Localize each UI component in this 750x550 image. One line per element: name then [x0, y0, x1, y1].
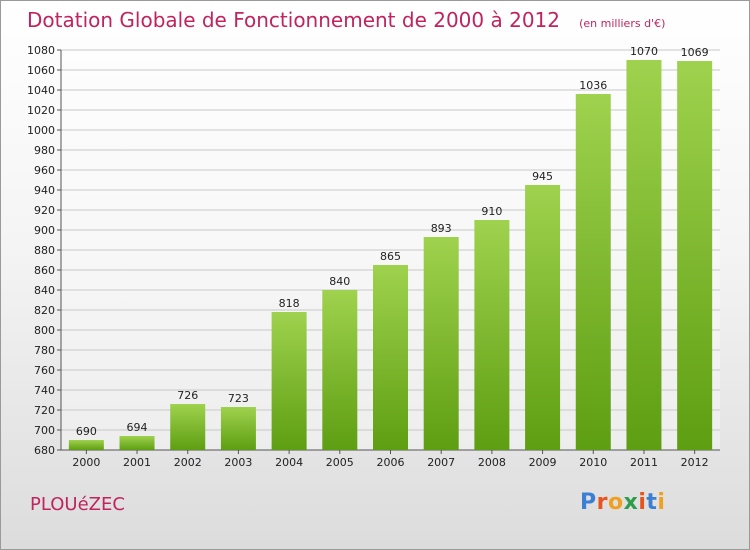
- x-tick-label: 2011: [630, 456, 658, 469]
- bar: [373, 265, 408, 450]
- logo-letter: o: [607, 490, 624, 515]
- bar: [220, 407, 256, 450]
- bar-value-label: 945: [532, 170, 553, 183]
- bar: [68, 440, 104, 450]
- bar: [322, 290, 358, 450]
- bar-value-label: 690: [76, 425, 97, 438]
- proxiti-logo: Proxiti: [580, 490, 665, 515]
- bar-value-label: 723: [228, 392, 249, 405]
- y-tick-label: 840: [34, 284, 55, 297]
- x-tick-label: 2005: [326, 456, 354, 469]
- y-tick-label: 700: [34, 424, 55, 437]
- y-tick-label: 960: [34, 164, 55, 177]
- logo-letter: P: [580, 490, 597, 515]
- bar: [575, 94, 611, 450]
- y-tick-label: 820: [34, 304, 55, 317]
- y-tick-label: 1020: [27, 104, 55, 117]
- bar-value-label: 910: [481, 205, 502, 218]
- y-tick-label: 920: [34, 204, 55, 217]
- x-tick-label: 2000: [72, 456, 100, 469]
- commune-name: PLOUéZEC: [30, 494, 125, 515]
- x-tick-label: 2009: [529, 456, 557, 469]
- logo-letter: i: [638, 490, 647, 515]
- x-tick-label: 2008: [478, 456, 506, 469]
- x-tick-label: 2012: [681, 456, 709, 469]
- bar: [423, 237, 459, 450]
- bar-value-label: 865: [380, 250, 401, 263]
- y-tick-label: 780: [34, 344, 55, 357]
- bar-value-label: 1036: [579, 79, 607, 92]
- y-tick-label: 1000: [27, 124, 55, 137]
- logo-letter: r: [596, 490, 608, 515]
- unit-label: (en milliers d'€): [579, 17, 666, 30]
- y-tick-label: 980: [34, 144, 55, 157]
- bar-value-label: 1070: [630, 45, 658, 58]
- y-tick-label: 720: [34, 404, 55, 417]
- bar: [677, 61, 713, 450]
- y-tick-label: 940: [34, 184, 55, 197]
- bar-value-label: 1069: [681, 46, 709, 59]
- y-tick-label: 680: [34, 444, 55, 457]
- x-tick-label: 2003: [224, 456, 252, 469]
- y-tick-label: 860: [34, 264, 55, 277]
- y-tick-label: 880: [34, 244, 55, 257]
- bar: [626, 60, 662, 450]
- bar: [170, 404, 206, 450]
- x-tick-label: 2007: [427, 456, 455, 469]
- x-tick-label: 2002: [174, 456, 202, 469]
- x-tick-label: 2001: [123, 456, 151, 469]
- y-tick-label: 760: [34, 364, 55, 377]
- y-tick-label: 740: [34, 384, 55, 397]
- bar-value-label: 694: [127, 421, 148, 434]
- bar-value-label: 893: [431, 222, 452, 235]
- y-tick-label: 1060: [27, 64, 55, 77]
- y-tick-label: 1040: [27, 84, 55, 97]
- y-tick-label: 800: [34, 324, 55, 337]
- x-tick-label: 2004: [275, 456, 303, 469]
- bar-value-label: 726: [177, 389, 198, 402]
- logo-letter: t: [646, 490, 658, 515]
- y-tick-label: 900: [34, 224, 55, 237]
- x-tick-label: 2010: [579, 456, 607, 469]
- bar-value-label: 840: [329, 275, 350, 288]
- bar: [525, 185, 561, 450]
- bar: [474, 220, 510, 450]
- bar: [271, 312, 307, 450]
- bar: [119, 436, 155, 450]
- logo-letter: i: [657, 490, 666, 515]
- logo-letter: x: [623, 490, 639, 515]
- x-tick-label: 2006: [377, 456, 405, 469]
- bar-value-label: 818: [279, 297, 300, 310]
- y-tick-label: 1080: [27, 44, 55, 57]
- title-row: Dotation Globale de Fonctionnement de 20…: [27, 8, 665, 32]
- chart-title: Dotation Globale de Fonctionnement de 20…: [27, 8, 560, 32]
